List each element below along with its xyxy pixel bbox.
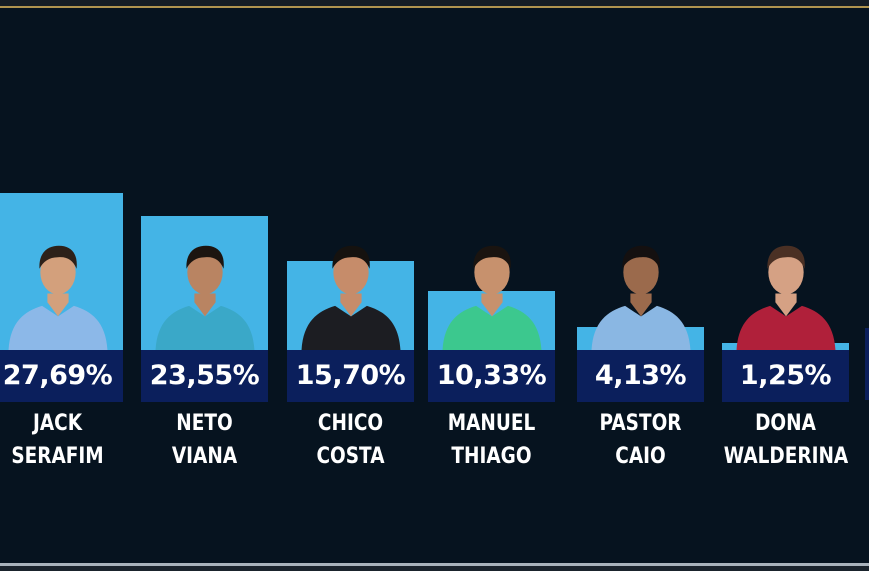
- category-label-line: WALDERINA: [723, 444, 849, 469]
- category-label-line: SERAFIM: [11, 444, 104, 469]
- top-frame-strip: [0, 0, 869, 6]
- category-label-3: CHICO COSTA: [289, 407, 412, 473]
- category-label-line: CHICO: [317, 411, 384, 436]
- bottom-frame-line: [0, 563, 869, 566]
- candidate-photo-1: [5, 220, 111, 350]
- data-label-5: 4,13%: [577, 350, 704, 402]
- category-label-4: MANUEL THIAGO: [430, 407, 553, 473]
- category-label-line: THIAGO: [451, 444, 532, 469]
- category-label-line: MANUEL: [447, 411, 536, 436]
- bar-edge-cropped: [865, 328, 869, 400]
- category-label-line: NETO: [176, 411, 233, 436]
- category-label-2: NETO VIANA: [143, 407, 266, 473]
- candidate-photo-2: [152, 220, 258, 350]
- category-label-line: JACK: [32, 411, 83, 436]
- data-label-6: 1,25%: [722, 350, 849, 402]
- candidate-photo-4: [439, 220, 545, 350]
- top-gold-line: [0, 6, 869, 8]
- category-label-line: PASTOR: [599, 411, 682, 436]
- category-label-1: JACK SERAFIM: [0, 407, 121, 473]
- data-label-4: 10,33%: [428, 350, 555, 402]
- category-label-5: PASTOR CAIO: [579, 407, 702, 473]
- candidate-photo-5: [588, 220, 694, 350]
- category-label-line: DONA: [755, 411, 816, 436]
- candidate-photo-3: [298, 220, 404, 350]
- category-label-line: VIANA: [171, 444, 238, 469]
- category-label-6: DONA WALDERINA: [723, 407, 849, 473]
- data-label-3: 15,70%: [287, 350, 414, 402]
- category-label-line: COSTA: [316, 444, 385, 469]
- candidate-photo-6: [733, 220, 839, 350]
- category-label-line: CAIO: [615, 444, 666, 469]
- data-label-2: 23,55%: [141, 350, 268, 402]
- bottom-frame-strip: [0, 566, 869, 571]
- data-label-1: 27,69%: [0, 350, 123, 402]
